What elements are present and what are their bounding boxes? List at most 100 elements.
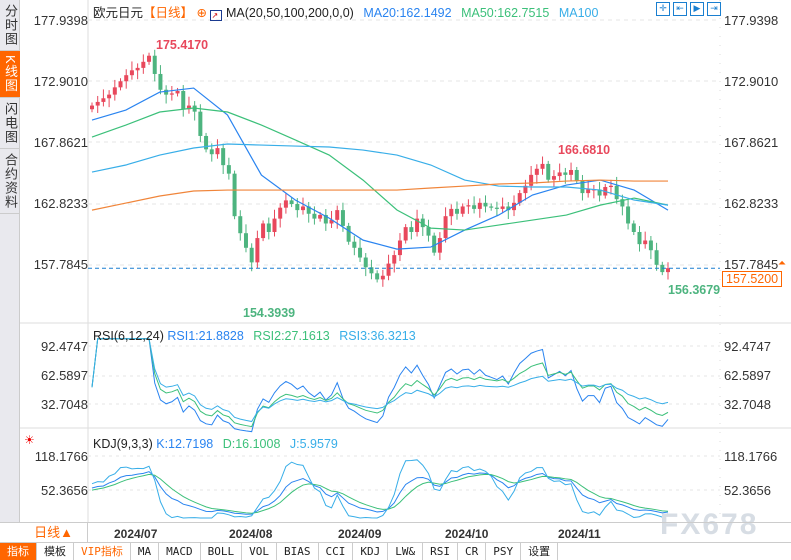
period-selector[interactable]: 日线▲: [20, 523, 88, 543]
tab-contract-info[interactable]: 合约资料: [0, 149, 20, 214]
candle-body: [643, 240, 648, 245]
candle-body: [654, 250, 659, 265]
candle-body: [449, 208, 454, 217]
tab-flash[interactable]: 闪电图: [0, 98, 20, 149]
candle-body: [517, 193, 522, 203]
candle-body: [226, 165, 231, 174]
candle-body: [380, 275, 385, 280]
candle-body: [158, 73, 163, 90]
toolbar-boll[interactable]: BOLL: [201, 543, 243, 560]
candle-body: [204, 135, 209, 150]
toolbar-rsi[interactable]: RSI: [423, 543, 458, 560]
candle-body: [483, 202, 488, 207]
candle-body: [614, 185, 619, 200]
rsi-label: RSI(6,12,24): [93, 329, 164, 343]
price-axis-label: 162.8233: [33, 196, 88, 211]
candle-body: [443, 216, 448, 239]
kdj-label: KDJ(9,3,3): [93, 437, 153, 451]
candle-body: [620, 199, 625, 207]
kdj-axis-label: 118.1766: [34, 449, 88, 464]
rsi-header: RSI(6,12,24) RSI1:21.8828 RSI2:27.1613 R…: [93, 329, 416, 343]
candle-body: [386, 263, 391, 276]
ma20-line: [91, 87, 669, 250]
toolbar-indicators[interactable]: 指标: [0, 543, 37, 560]
candle-body: [494, 207, 499, 209]
price-axis-label-right: 167.8621: [724, 135, 779, 150]
candle-body: [295, 204, 300, 211]
candle-body: [586, 189, 591, 194]
candle-body: [352, 241, 357, 248]
candle-body: [563, 172, 568, 175]
candle-body: [101, 98, 106, 102]
toolbar-bias[interactable]: BIAS: [277, 543, 319, 560]
candle-body: [426, 227, 431, 236]
candle-body: [175, 90, 180, 94]
j-line: [91, 459, 669, 519]
candle-body: [477, 202, 482, 209]
toolbar-macd[interactable]: MACD: [159, 543, 201, 560]
low-annotation: 154.3939: [243, 306, 296, 320]
toolbar-vol[interactable]: VOL: [242, 543, 277, 560]
candle-body: [403, 227, 408, 241]
candle-body: [523, 185, 528, 194]
candle-body: [209, 149, 214, 155]
candle-body: [626, 206, 631, 224]
tab-timeshare[interactable]: 分时图: [0, 0, 20, 51]
toolbar-cci[interactable]: CCI: [319, 543, 354, 560]
candle-body: [369, 267, 374, 274]
candle-body: [432, 235, 437, 253]
rsi3-value: RSI3:36.3213: [339, 329, 416, 343]
candle-body: [597, 189, 602, 196]
ma20-value: MA20:162.1492: [363, 6, 452, 20]
candle-body: [323, 214, 328, 224]
candle-body: [112, 87, 117, 95]
jump-latest-icon[interactable]: ⇥: [707, 2, 721, 16]
candle-body: [420, 218, 425, 228]
toolbar-psy[interactable]: PSY: [486, 543, 522, 560]
candle-body: [141, 61, 146, 68]
indicator-chart-icon[interactable]: ↗: [210, 10, 223, 21]
crosshair-tool-icon[interactable]: ✛: [656, 2, 670, 16]
zoom-in-icon[interactable]: ▶: [690, 2, 704, 16]
toolbar-cr[interactable]: CR: [458, 543, 487, 560]
toolbar-kdj[interactable]: KDJ: [353, 543, 389, 560]
candle-body: [340, 210, 345, 226]
candle-body: [135, 67, 140, 71]
ma100-value: MA100: [558, 6, 599, 20]
rsi-axis-label: 62.5897: [41, 368, 88, 383]
price-axis-label-right: 172.9010: [724, 74, 779, 89]
zoom-range-icon[interactable]: ⇤: [673, 2, 687, 16]
toolbar-templates[interactable]: 模板: [37, 543, 74, 560]
toolbar-settings[interactable]: 设置: [521, 543, 559, 560]
toolbar-lw[interactable]: LW&: [388, 543, 424, 560]
kdj-axis-label-right: 52.3656: [724, 483, 771, 498]
candle-body: [124, 75, 129, 82]
candle-body: [546, 163, 551, 180]
scroll-up-icon[interactable]: ⏶: [778, 258, 786, 269]
price-axis-label-right: 177.9398: [724, 13, 779, 28]
d-line: [91, 473, 669, 514]
candle-body: [409, 227, 414, 232]
candle-body: [608, 185, 613, 188]
candle-body: [221, 148, 226, 166]
rsi-axis-label-right: 62.5897: [724, 368, 771, 383]
toolbar-ma[interactable]: MA: [131, 543, 160, 560]
candle-body: [318, 214, 323, 219]
settings-sun-icon[interactable]: ☀: [24, 433, 35, 447]
rsi2-value: RSI2:27.1613: [253, 329, 330, 343]
candle-body: [95, 101, 100, 106]
toolbar-vip[interactable]: VIP指标: [74, 543, 131, 560]
kdj-axis-label-right: 118.1766: [724, 449, 778, 464]
ma100-line: [91, 143, 669, 206]
crosshair-icon[interactable]: ⊕: [196, 6, 207, 20]
tab-kline[interactable]: K线图: [0, 51, 20, 98]
rsi-axis-label-right: 32.7048: [724, 397, 771, 412]
chart-title: 欧元日元【日线】 ⊕ ↗ MA(20,50,100,200,0,0) MA20:…: [93, 2, 598, 21]
rsi-axis-label: 32.7048: [41, 397, 88, 412]
price-axis-label: 172.9010: [33, 74, 88, 89]
rsi-axis-label-right: 92.4747: [724, 339, 771, 354]
candle-body: [181, 90, 186, 110]
candle-body: [500, 206, 505, 209]
candle-body: [272, 218, 277, 232]
